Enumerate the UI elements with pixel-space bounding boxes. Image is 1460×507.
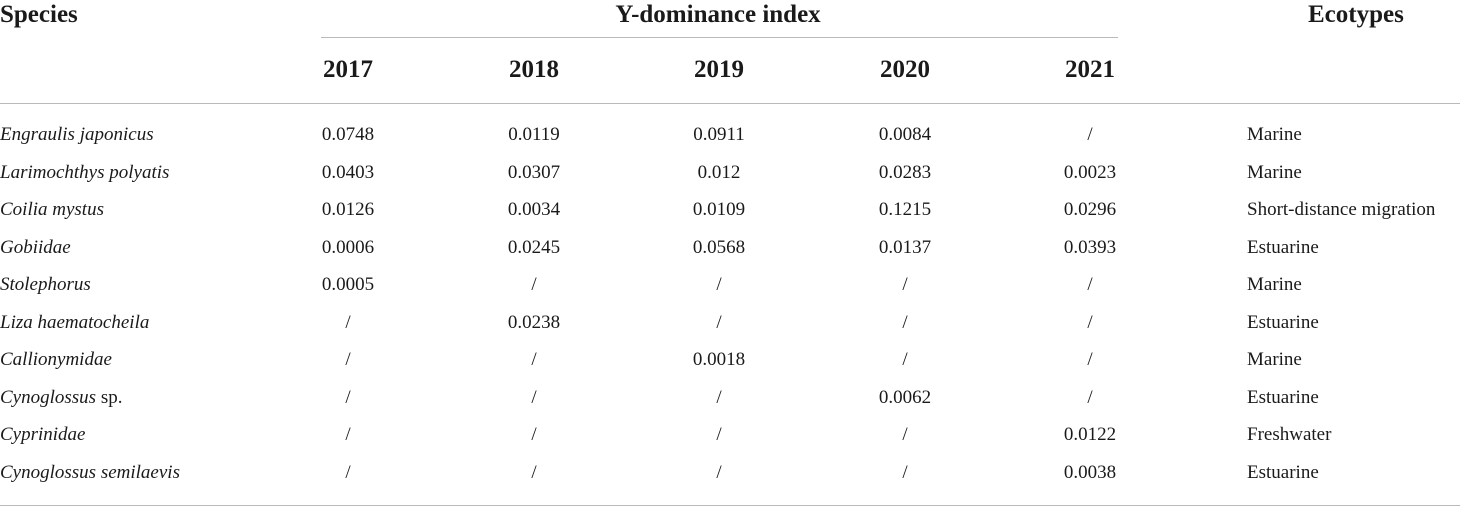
species-name: Larimochthys polyatis bbox=[0, 162, 170, 183]
group-rule bbox=[321, 37, 1118, 38]
header-year-2017: 2017 bbox=[323, 56, 373, 83]
value-cell-2017: / bbox=[345, 424, 351, 445]
value-cell-2020: 0.0137 bbox=[878, 237, 932, 258]
value-cell-2021: / bbox=[1087, 312, 1093, 333]
header-species: Species bbox=[0, 1, 78, 28]
ecotype-cell: Marine bbox=[1247, 162, 1302, 183]
header-year-2020: 2020 bbox=[880, 56, 930, 83]
species-name: Stolephorus bbox=[0, 274, 91, 295]
value-cell-2017: / bbox=[345, 312, 351, 333]
species-name: Cynoglossus bbox=[0, 387, 97, 408]
value-cell-2020: 0.0283 bbox=[878, 162, 932, 183]
value-cell-2019: 0.0911 bbox=[693, 124, 745, 145]
value-cell-2019: 0.0109 bbox=[692, 199, 746, 220]
value-cell-2019: 0.012 bbox=[697, 162, 741, 183]
ecotype-cell: Freshwater bbox=[1247, 424, 1332, 445]
value-cell-2021: 0.0393 bbox=[1063, 237, 1117, 258]
ecotype-cell: Marine bbox=[1247, 274, 1302, 295]
value-cell-2020: 0.0062 bbox=[878, 387, 932, 408]
species-name: Cyprinidae bbox=[0, 424, 86, 445]
value-cell-2017: 0.0748 bbox=[321, 124, 375, 145]
value-cell-2020: / bbox=[902, 274, 908, 295]
species-cell: Coilia mystus bbox=[0, 198, 104, 222]
ecotype-cell: Short-distance migration bbox=[1247, 199, 1436, 220]
species-name: Callionymidae bbox=[0, 349, 112, 370]
value-cell-2019: / bbox=[716, 462, 722, 483]
value-cell-2021: / bbox=[1087, 387, 1093, 408]
value-cell-2020: / bbox=[902, 312, 908, 333]
species-name: Liza haematocheila bbox=[0, 312, 150, 333]
value-cell-2018: / bbox=[531, 349, 537, 370]
value-cell-2018: 0.0238 bbox=[507, 312, 561, 333]
value-cell-2019: 0.0568 bbox=[692, 237, 746, 258]
species-cell: Liza haematocheila bbox=[0, 311, 149, 335]
ecotype-cell: Estuarine bbox=[1247, 312, 1319, 333]
value-cell-2017: 0.0126 bbox=[321, 199, 375, 220]
ecotype-cell: Estuarine bbox=[1247, 237, 1319, 258]
header-ecotypes: Ecotypes bbox=[1308, 1, 1404, 28]
species-name: Coilia mystus bbox=[0, 199, 104, 220]
value-cell-2020: 0.1215 bbox=[878, 199, 932, 220]
species-cell: Larimochthys polyatis bbox=[0, 161, 169, 185]
species-cell: Stolephorus bbox=[0, 273, 91, 297]
value-cell-2021: 0.0023 bbox=[1063, 162, 1117, 183]
ecotype-cell: Marine bbox=[1247, 349, 1302, 370]
value-cell-2017: / bbox=[345, 462, 351, 483]
value-cell-2020: 0.0084 bbox=[878, 124, 932, 145]
bottom-rule bbox=[0, 505, 1460, 506]
species-cell: Engraulis japonicus bbox=[0, 123, 154, 147]
value-cell-2021: / bbox=[1087, 349, 1093, 370]
header-year-2018: 2018 bbox=[509, 56, 559, 83]
header-rule bbox=[0, 103, 1460, 104]
value-cell-2020: / bbox=[902, 424, 908, 445]
value-cell-2019: 0.0018 bbox=[692, 349, 746, 370]
value-cell-2018: 0.0245 bbox=[507, 237, 561, 258]
value-cell-2019: / bbox=[716, 274, 722, 295]
ecotype-cell: Marine bbox=[1247, 124, 1302, 145]
species-name: Engraulis japonicus bbox=[0, 124, 154, 145]
value-cell-2021: 0.0122 bbox=[1063, 424, 1117, 445]
value-cell-2018: / bbox=[531, 387, 537, 408]
species-cell: Gobiidae bbox=[0, 236, 71, 260]
value-cell-2018: 0.0119 bbox=[508, 124, 560, 145]
species-cell: Cyprinidae bbox=[0, 423, 86, 447]
value-cell-2020: / bbox=[902, 462, 908, 483]
ecotype-cell: Estuarine bbox=[1247, 462, 1319, 483]
ecotype-cell: Estuarine bbox=[1247, 387, 1319, 408]
value-cell-2021: 0.0296 bbox=[1063, 199, 1117, 220]
value-cell-2018: / bbox=[531, 462, 537, 483]
species-cell: Callionymidae bbox=[0, 348, 112, 372]
value-cell-2018: 0.0307 bbox=[507, 162, 561, 183]
value-cell-2018: / bbox=[531, 424, 537, 445]
value-cell-2021: 0.0038 bbox=[1063, 462, 1117, 483]
value-cell-2021: / bbox=[1087, 274, 1093, 295]
species-cell: Cynoglossus sp. bbox=[0, 386, 122, 410]
value-cell-2020: / bbox=[902, 349, 908, 370]
value-cell-2017: / bbox=[345, 349, 351, 370]
value-cell-2017: 0.0403 bbox=[321, 162, 375, 183]
species-name: Cynoglossus semilaevis bbox=[0, 462, 180, 483]
header-year-2021: 2021 bbox=[1065, 56, 1115, 83]
species-name: Gobiidae bbox=[0, 237, 71, 258]
species-suffix: sp. bbox=[96, 387, 123, 408]
value-cell-2017: 0.0005 bbox=[321, 274, 375, 295]
value-cell-2017: 0.0006 bbox=[321, 237, 375, 258]
value-cell-2019: / bbox=[716, 424, 722, 445]
value-cell-2019: / bbox=[716, 387, 722, 408]
value-cell-2021: / bbox=[1087, 124, 1093, 145]
value-cell-2019: / bbox=[716, 312, 722, 333]
value-cell-2017: / bbox=[345, 387, 351, 408]
species-cell: Cynoglossus semilaevis bbox=[0, 461, 180, 485]
header-dominance-group: Y-dominance index bbox=[615, 1, 821, 28]
value-cell-2018: 0.0034 bbox=[507, 199, 561, 220]
header-year-2019: 2019 bbox=[694, 56, 744, 83]
value-cell-2018: / bbox=[531, 274, 537, 295]
